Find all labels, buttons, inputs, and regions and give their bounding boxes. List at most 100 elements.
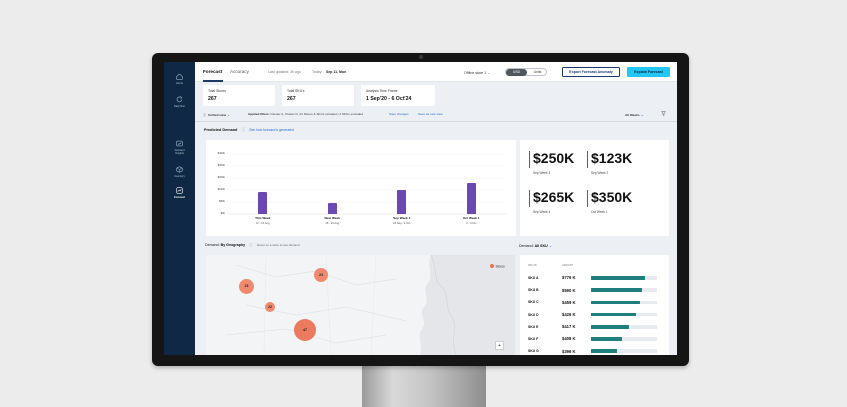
info-icon: ⓘ	[249, 243, 253, 247]
sku-bar-fill	[591, 312, 636, 317]
kpi-caption: Sep Week 2	[591, 171, 609, 175]
info-icon: ⓘ	[203, 113, 207, 117]
divider	[195, 121, 677, 122]
geo-hint: Hover on a store to see demand	[256, 243, 300, 247]
export-forecast-anomaly-button[interactable]: Export Forecast Anomaly	[562, 67, 620, 77]
sidebar-item-inventory[interactable]: Inventory	[164, 166, 195, 178]
refresh-icon	[176, 96, 183, 103]
store-cluster-bubble[interactable]: 22	[265, 302, 275, 312]
sku-name: SKU A	[528, 276, 539, 280]
chevron-down-icon: ⌄	[548, 243, 553, 248]
sidebar-item-forecast[interactable]: Forecast	[164, 187, 195, 199]
sidebar-item-label: Inventory	[174, 174, 185, 178]
sidebar-item-label: Home	[176, 81, 183, 85]
toggle-usd[interactable]: USD	[506, 69, 527, 76]
sku-selector[interactable]: All SKU	[534, 244, 548, 248]
applied-filters-text: Cluster A, Cluster D, 24 Stores & SKUs i…	[270, 112, 364, 116]
monitor-frame: Home Daily Run Demand Insights Inventory…	[152, 53, 689, 366]
today-value: Sep 11, Mon	[326, 70, 347, 74]
x-category-label: Oct Week 1	[462, 216, 480, 220]
sidebar-item-label: Daily Run	[173, 104, 186, 108]
sku-header: Demand: All SKU ⌄	[519, 243, 552, 248]
tab-accuracy[interactable]: Accuracy	[230, 69, 249, 74]
stat-label: Analysis Time Frame	[366, 89, 398, 93]
explain-forecast-button[interactable]: Explain Forecast	[627, 67, 670, 77]
y-tick-label: $100k	[217, 188, 225, 192]
geo-header: Demand: By Geography ⓘ Hover on a store …	[205, 243, 300, 248]
save-new-view-link[interactable]: Save as new view	[418, 112, 443, 116]
insights-icon	[176, 140, 183, 147]
sku-name: SKU C	[528, 300, 539, 305]
sku-label: Demand:	[519, 244, 534, 248]
inventory-icon	[176, 166, 183, 173]
predicted-demand-chart: $400k $300k $200k $100k $50k $0k This Week 11 …	[206, 140, 516, 236]
last-updated-text: Last updated: 3h ago	[268, 70, 301, 74]
kpi-caption: Oct Week 1	[591, 210, 608, 214]
chevron-down-icon: ⌄	[487, 70, 491, 75]
app-screen: Home Daily Run Demand Insights Inventory…	[164, 62, 677, 355]
bar[interactable]	[397, 190, 407, 214]
kpi-accent	[587, 151, 589, 168]
filter-icon[interactable]	[661, 111, 666, 117]
applied-filters: Applied filters: Cluster A, Cluster D, 2…	[248, 112, 363, 116]
store-selector-label: Offline store 1	[464, 71, 487, 75]
currency-toggle[interactable]: USD Units	[505, 68, 547, 76]
sku-name: SKU F	[528, 337, 539, 341]
save-changes-link[interactable]: Save changes	[389, 112, 409, 116]
filters-row: ⓘ Unified view ⌄ Applied filters: Cluste…	[195, 109, 677, 120]
view-label: Unified view	[207, 113, 227, 117]
sidebar-item-label: Forecast	[174, 195, 185, 199]
store-cluster-bubble[interactable]: 23	[239, 279, 254, 294]
sku-amount: $417 K	[562, 324, 576, 330]
forecast-explain-link[interactable]: See how forecast is generated	[249, 128, 294, 132]
store-cluster-bubble[interactable]: 47	[294, 319, 316, 341]
sku-table: SKU ID AMOUNT SKU A $776 K SKU B $590 K SKU …	[520, 255, 669, 355]
zoom-in-button[interactable]: +	[495, 341, 504, 350]
tab-forecast[interactable]: Forecast	[203, 69, 223, 74]
store-selector[interactable]: Offline store 1 ⌄	[464, 70, 491, 75]
stat-label: Total Stores	[208, 89, 226, 93]
today-label: Today:	[312, 70, 323, 74]
sku-amount: $426 K	[562, 312, 576, 317]
map-legend: Stores	[490, 264, 505, 269]
sidebar-item-daily-run[interactable]: Daily Run	[164, 96, 195, 108]
x-category-label: Next Week	[324, 216, 341, 220]
sku-amount: $776 K	[562, 275, 576, 281]
sku-bar-track	[591, 349, 657, 353]
geo-label: Demand:	[205, 243, 220, 247]
monitor-stand	[362, 360, 486, 407]
x-category-label: Sep Week 4	[393, 216, 411, 220]
sku-bar-fill	[591, 276, 646, 280]
sku-name: SKU B	[528, 288, 539, 293]
sidebar-item-demand-insights[interactable]: Demand Insights	[164, 140, 195, 155]
x-date-range-label: 18 - 23 Aug	[325, 221, 340, 225]
stat-label: Total SKU's	[287, 89, 305, 93]
chevron-down-icon: ⌄	[640, 112, 644, 117]
kpi-value: $350K	[591, 189, 633, 205]
view-selector[interactable]: ⓘ Unified view ⌄	[203, 112, 230, 117]
geo-map[interactable]: Stores 23 23 22 47 +	[206, 255, 515, 355]
store-marker-icon	[490, 264, 494, 268]
y-tick-label: $200k	[217, 176, 225, 180]
toggle-units[interactable]: Units	[533, 70, 542, 74]
bar[interactable]	[466, 182, 476, 214]
sku-bar-track	[591, 288, 657, 292]
sku-name: SKU D	[528, 312, 539, 317]
geo-selector[interactable]: By Geography	[220, 243, 246, 247]
x-category-label: This Week	[255, 216, 271, 220]
stat-total-stores: Total Stores 267	[203, 85, 275, 106]
store-cluster-bubble[interactable]: 23	[314, 268, 328, 282]
period-label: All Weeks	[625, 113, 640, 117]
kpi-caption: Sep Week 4	[533, 210, 551, 214]
sku-name: SKU E	[528, 324, 539, 329]
bar[interactable]	[327, 202, 337, 214]
bar[interactable]	[258, 191, 268, 214]
kpi-value: $265K	[533, 189, 575, 205]
sidebar-item-home[interactable]: Home	[164, 73, 195, 85]
x-date-range-label: 25 Sep - 1 Oct	[393, 221, 411, 225]
period-selector[interactable]: All Weeks ⌄	[625, 112, 644, 117]
sku-amount: $590 K	[562, 287, 576, 293]
active-tab-indicator	[203, 80, 223, 82]
sku-amount: $408 K	[562, 336, 576, 342]
home-icon	[176, 73, 183, 80]
